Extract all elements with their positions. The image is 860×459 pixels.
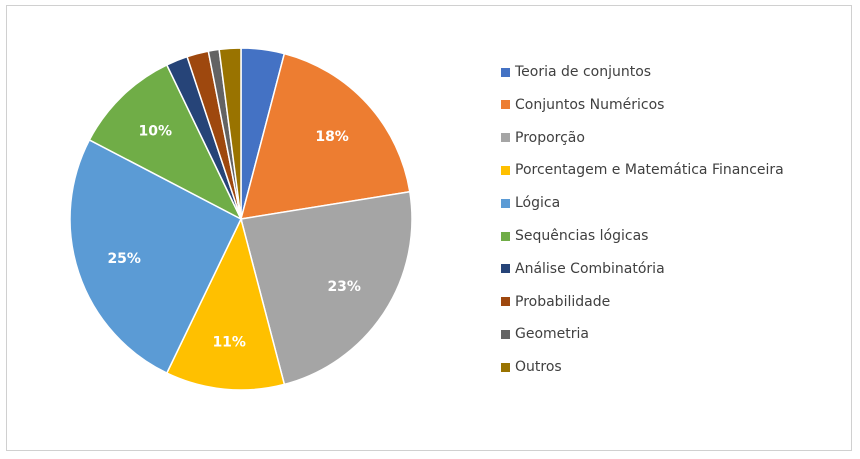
legend-label: Probabilidade — [515, 293, 611, 310]
legend-swatch — [501, 297, 510, 307]
legend-item-6: Sequências lógicas — [501, 226, 648, 246]
legend-swatch — [501, 362, 510, 372]
legend-item-7: Análise Combinatória — [501, 259, 665, 279]
pie-slice-5 — [69, 138, 242, 375]
legend-label: Conjuntos Numéricos — [515, 96, 665, 113]
pie-slice-10 — [218, 47, 242, 220]
legend-label: Outros — [515, 359, 562, 376]
legend-label: Análise Combinatória — [515, 260, 665, 277]
legend-swatch — [501, 264, 510, 274]
legend-item-2: Conjuntos Numéricos — [501, 95, 664, 115]
data-label-3: 23% — [327, 279, 361, 295]
legend-label: Sequências lógicas — [515, 228, 649, 244]
pie-chart: 18% 23% 11% 25% 10% — [69, 47, 413, 391]
legend-item-9: Geometria — [501, 324, 589, 344]
legend-label: Lógica — [515, 195, 561, 212]
pie-slice-2 — [239, 52, 411, 220]
legend-swatch — [501, 133, 510, 143]
legend-item-4: Porcentagem e Matemática Financeira — [501, 160, 784, 180]
legend-label: Proporção — [515, 129, 585, 146]
chart-area: 18% 23% 11% 25% 10% Teoria de conjuntos Conju… — [6, 5, 852, 451]
pie-slice-4 — [165, 216, 286, 391]
pie-slice-3 — [240, 190, 413, 386]
legend-item-1: Teoria de conjuntos — [501, 62, 651, 82]
data-label-6: 10% — [139, 124, 173, 140]
data-label-4: 11% — [212, 335, 246, 351]
legend-item-5: Lógica — [501, 193, 560, 213]
legend-item-3: Proporção — [501, 128, 585, 148]
legend-swatch — [501, 329, 510, 339]
pie-slice-6 — [88, 63, 243, 221]
legend-item-8: Probabilidade — [501, 292, 610, 312]
legend-label: Teoria de conjuntos — [515, 64, 652, 80]
legend-swatch — [501, 100, 510, 110]
data-label-5: 25% — [107, 251, 141, 267]
legend-item-10: Outros — [501, 357, 562, 377]
data-label-2: 18% — [315, 129, 349, 145]
legend-label: Porcentagem e Matemática Financeira — [515, 162, 784, 179]
legend: Teoria de conjuntos Conjuntos Numéricos Pr… — [493, 56, 799, 384]
legend-swatch — [501, 198, 510, 208]
legend-swatch — [501, 231, 510, 241]
legend-swatch — [501, 165, 510, 175]
legend-swatch — [501, 67, 510, 77]
legend-label: Geometria — [515, 326, 589, 343]
